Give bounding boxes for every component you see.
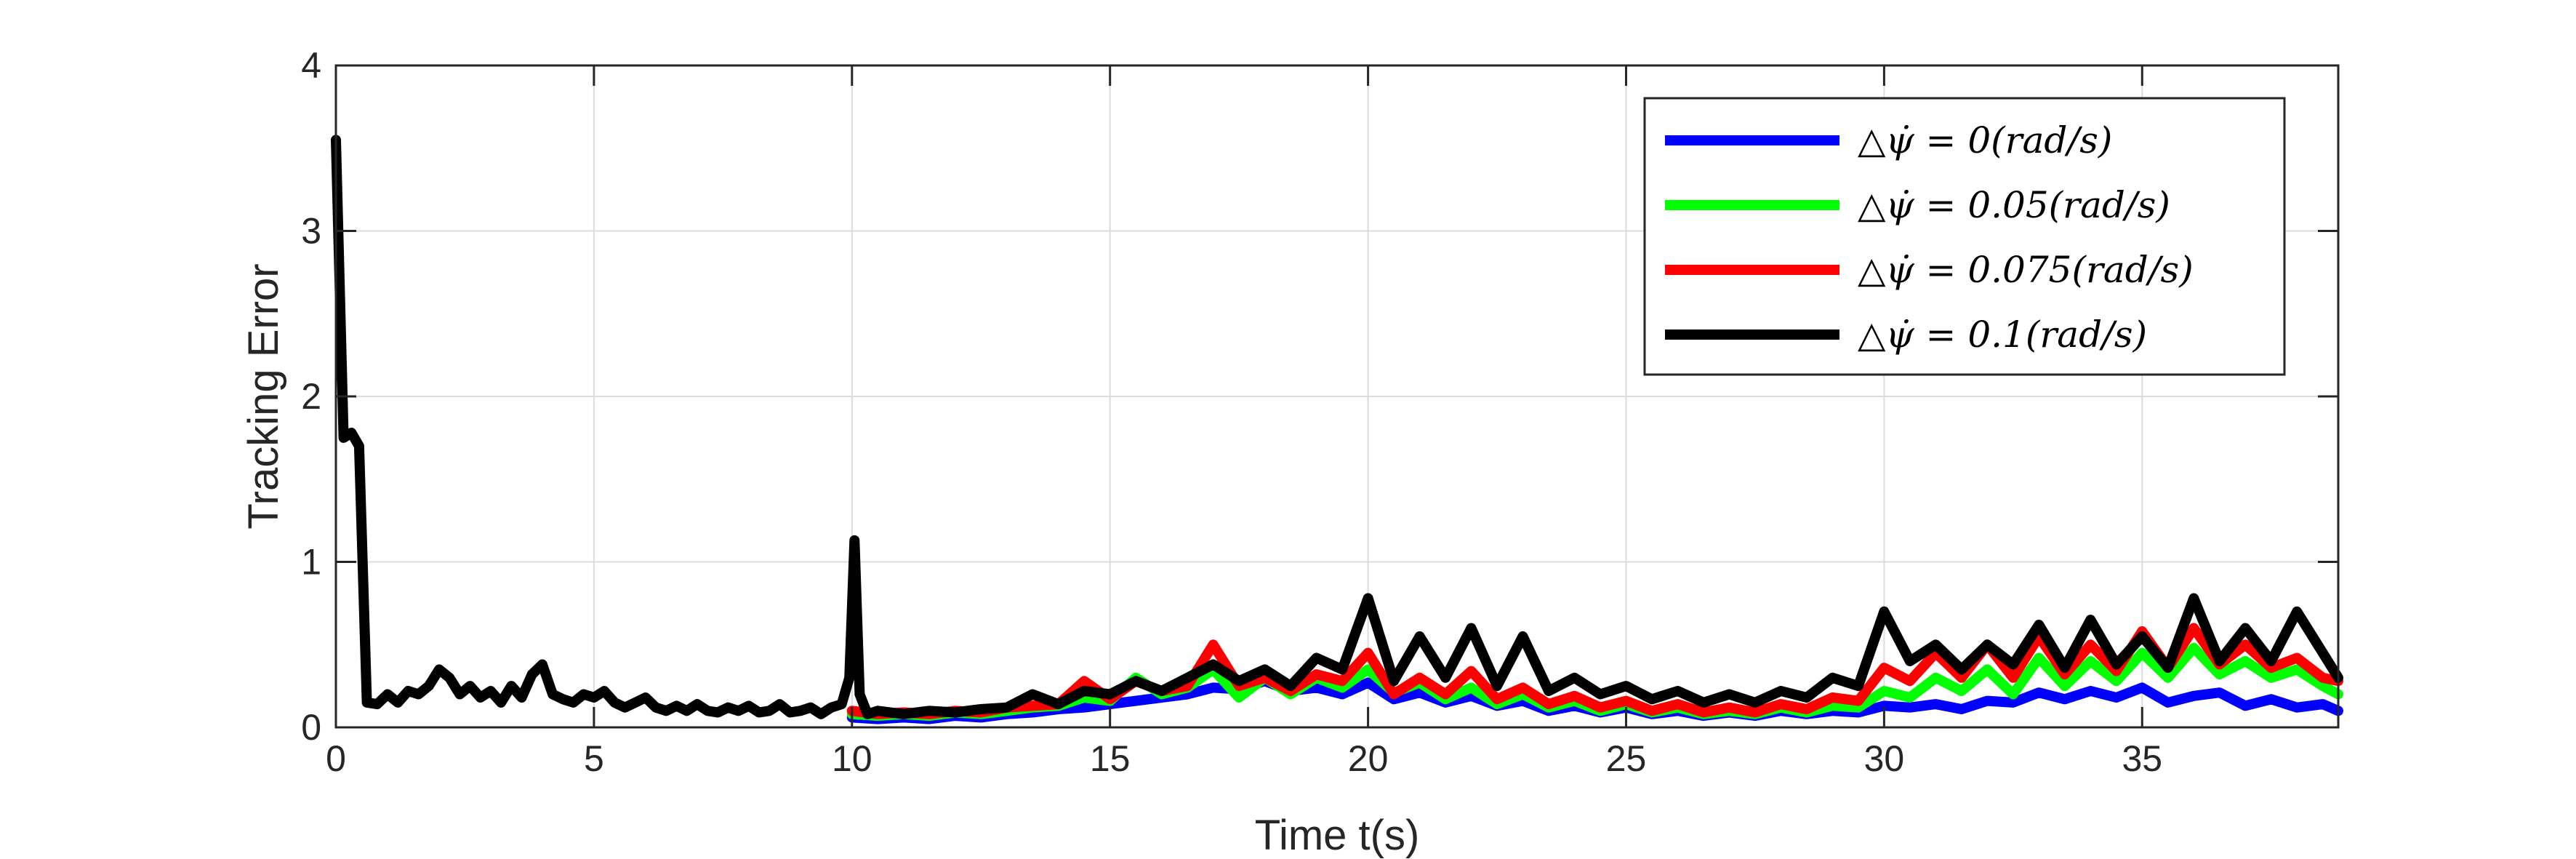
x-tick-label: 10 <box>832 738 872 779</box>
x-tick-label: 25 <box>1606 738 1647 779</box>
y-tick-label: 2 <box>301 376 321 417</box>
x-tick-label: 30 <box>1864 738 1905 779</box>
x-tick-label: 20 <box>1348 738 1389 779</box>
y-tick-label: 4 <box>301 45 321 86</box>
axis-ticks <box>334 64 2338 729</box>
legend-label-3: △ψ̇ = 0.1(rad/s) <box>1858 313 2147 356</box>
legend-label-1: △ψ̇ = 0.05(rad/s) <box>1858 184 2170 226</box>
series-line-3 <box>331 135 2343 719</box>
legend: △ψ̇ = 0(rad/s) △ψ̇ = 0.05(rad/s) △ψ̇ = 0.0… <box>1643 97 2286 376</box>
tick-labels: 0 5 10 15 20 25 30 35 0 1 2 3 4 <box>301 45 2162 779</box>
x-tick-label: 15 <box>1090 738 1131 779</box>
y-tick-label: 0 <box>301 707 321 748</box>
y-tick-label: 3 <box>301 211 321 252</box>
series-lines <box>331 135 2343 724</box>
x-axis-label: Time t(s) <box>1255 812 1420 859</box>
legend-label-2: △ψ̇ = 0.075(rad/s) <box>1858 249 2194 291</box>
legend-label-0: △ψ̇ = 0(rad/s) <box>1858 119 2112 161</box>
x-tick-label: 5 <box>584 738 604 779</box>
x-tick-label: 0 <box>326 738 346 779</box>
y-axis-label: Tracking Error <box>240 263 287 529</box>
y-tick-label: 1 <box>301 542 321 583</box>
x-tick-label: 35 <box>2122 738 2162 779</box>
